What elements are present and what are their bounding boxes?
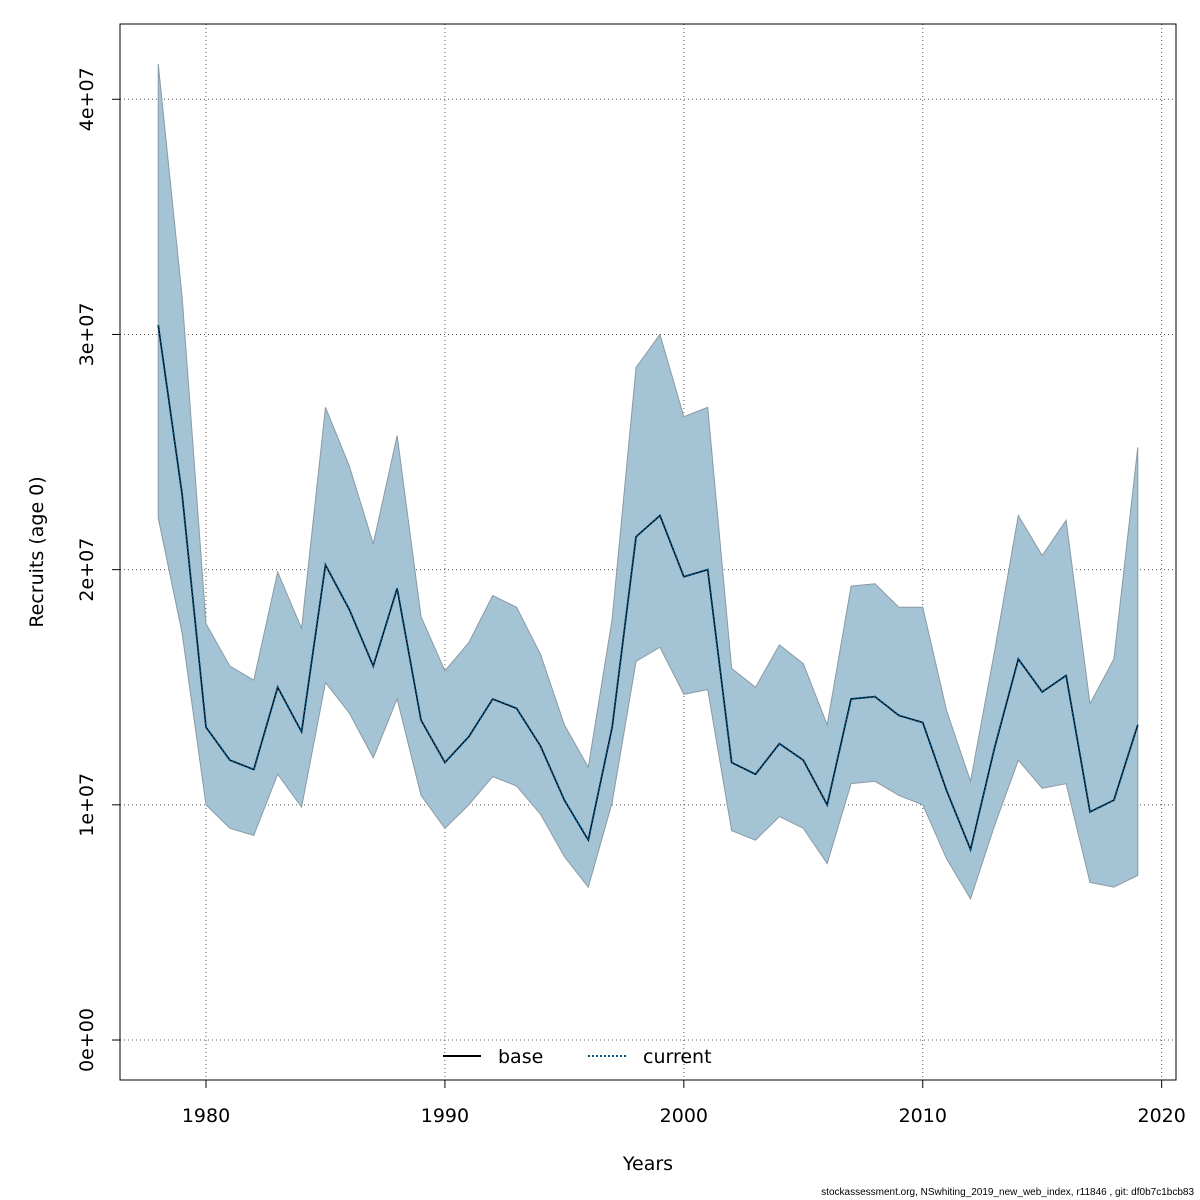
confidence-band-layer — [157, 63, 1139, 901]
x-tick-label: 1990 — [421, 1105, 469, 1127]
y-axis-title: Recruits (age 0) — [26, 476, 48, 627]
x-tick-label: 2020 — [1137, 1105, 1185, 1127]
y-tick-label: 4e+07 — [76, 67, 98, 131]
axes: 1980 1990 2000 2010 2020 0e+00 1e+07 2e+07 3e+07… — [76, 67, 1186, 1127]
y-tick-label: 0e+00 — [76, 1008, 98, 1072]
confidence-band — [157, 63, 1139, 901]
x-tick-label: 1980 — [182, 1105, 230, 1127]
y-tick-label: 1e+07 — [76, 773, 98, 837]
y-tick-label: 3e+07 — [76, 303, 98, 367]
x-tick-label: 2000 — [660, 1105, 708, 1127]
plot-frame — [119, 23, 1177, 1081]
series-line-current — [157, 324, 1139, 853]
series-lines-layer — [157, 324, 1139, 853]
legend-label-base: base — [498, 1046, 543, 1068]
y-tick-label: 2e+07 — [76, 538, 98, 602]
legend: base current — [443, 1046, 712, 1068]
grid-lines — [120, 24, 1176, 1080]
footer-credit: stockassessment.org, NSwhiting_2019_new_… — [821, 1187, 1194, 1198]
legend-label-current: current — [643, 1046, 712, 1068]
x-axis-title: Years — [622, 1153, 673, 1175]
x-tick-label: 2010 — [899, 1105, 947, 1127]
